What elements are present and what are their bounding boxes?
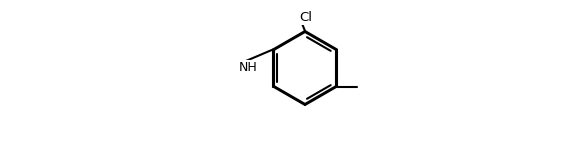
Text: Cl: Cl — [299, 10, 312, 24]
Text: NH: NH — [239, 61, 257, 74]
